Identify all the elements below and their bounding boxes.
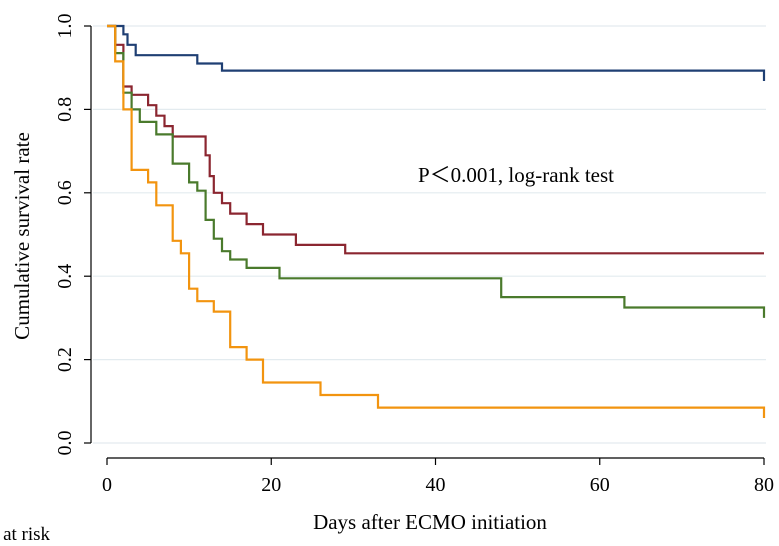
y-tick-label: 0.6: [54, 180, 76, 205]
survival-curve-2: [107, 24, 764, 255]
y-tick-label: 0.0: [54, 431, 76, 456]
x-tick-label: 40: [426, 474, 446, 496]
p-value-annotation: P＜0.001, log-rank test: [418, 163, 614, 187]
y-ticks: 0.0 0.2 0.4 0.6 0.8 1.0: [54, 14, 91, 456]
y-tick-label: 1.0: [54, 14, 76, 39]
x-axis-title: Days after ECMO initiation: [313, 510, 547, 534]
survival-curves: [107, 24, 766, 418]
axes: [90, 26, 764, 459]
survival-curve-3: [107, 24, 766, 318]
x-tick-label: 60: [590, 474, 610, 496]
number-at-risk-label: r at risk: [0, 524, 51, 545]
x-tick-label: 0: [102, 474, 112, 496]
y-axis-title: Cumulative survival rate: [10, 132, 34, 340]
x-tick-label: 20: [261, 474, 281, 496]
y-tick-label: 0.4: [54, 264, 76, 289]
survival-curve-4: [107, 24, 766, 418]
y-tick-label: 0.2: [54, 347, 76, 372]
survival-curve-1: [107, 24, 766, 81]
y-tick-label: 0.8: [54, 97, 76, 122]
x-tick-label: 80: [754, 474, 774, 496]
x-ticks: 0 20 40 60 80: [102, 458, 774, 496]
grid-lines: [93, 25, 766, 444]
